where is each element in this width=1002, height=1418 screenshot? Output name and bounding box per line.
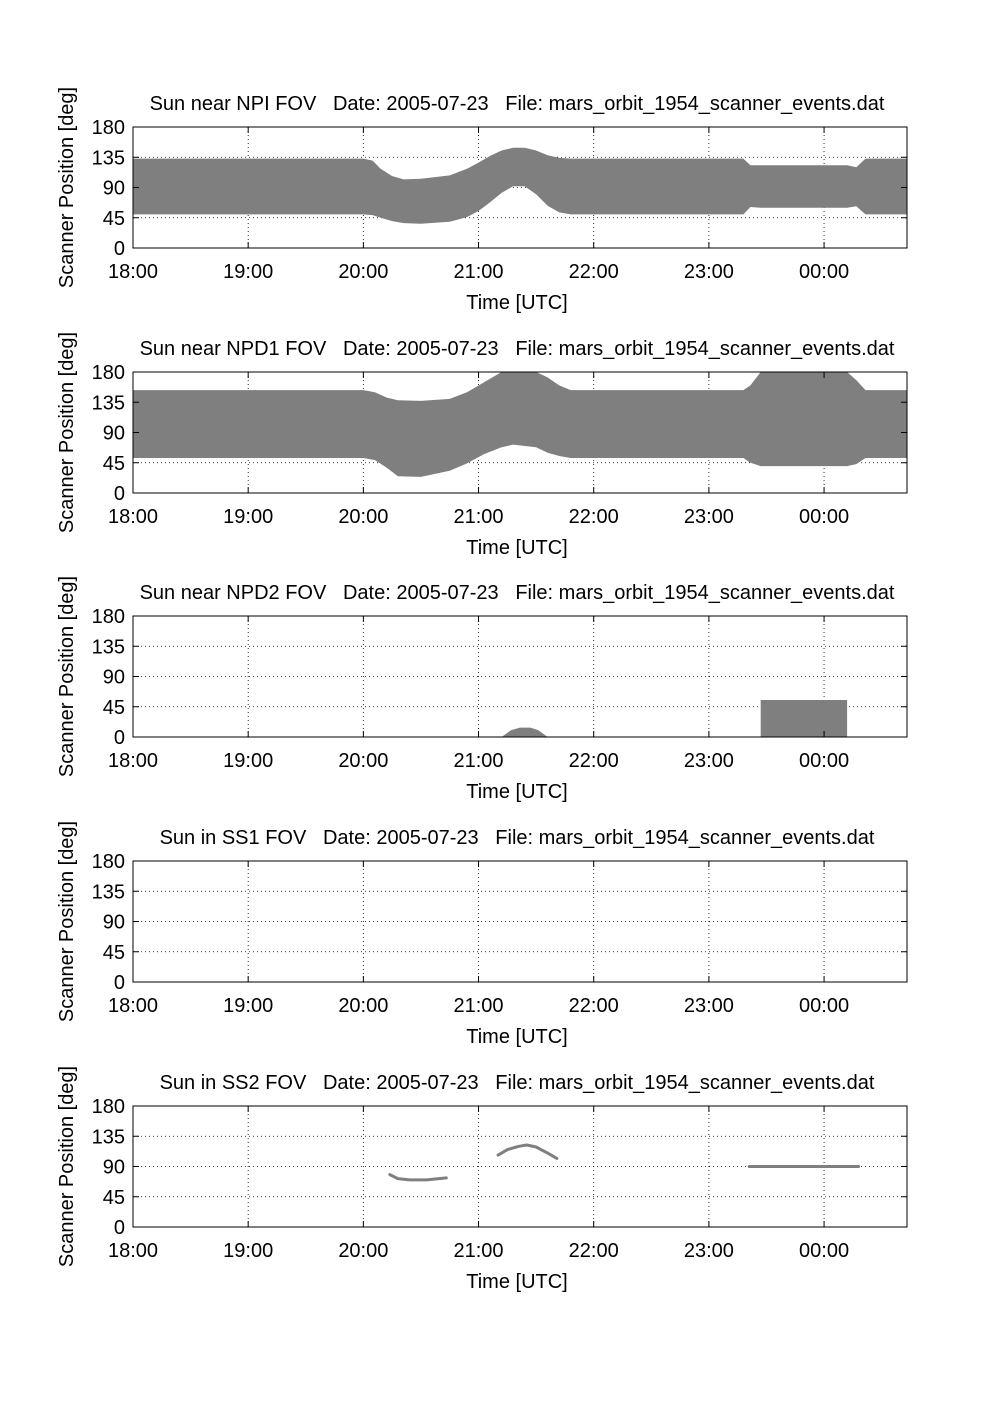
x-tick-label: 23:00 <box>684 750 734 772</box>
y-axis-label: Scanner Position [deg] <box>56 332 78 533</box>
x-axis-label: Time [UTC] <box>466 537 567 559</box>
x-tick-label: 20:00 <box>338 750 388 772</box>
x-tick-label: 18:00 <box>108 506 158 528</box>
x-axis-label: Time [UTC] <box>466 1026 567 1048</box>
x-axis-label: Time [UTC] <box>466 1271 567 1293</box>
y-axis-label: Scanner Position [deg] <box>56 87 78 288</box>
chart-panel-2: Sun near NPD1 FOV Date: 2005-07-23 File:… <box>56 332 908 559</box>
y-tick-label: 0 <box>114 1217 125 1239</box>
data-band-1 <box>133 147 907 224</box>
chart-panel-4: Sun in SS1 FOV Date: 2005-07-23 File: ma… <box>56 821 908 1048</box>
y-tick-label: 135 <box>92 1126 125 1148</box>
x-tick-label: 21:00 <box>454 506 504 528</box>
y-tick-label: 90 <box>103 1157 125 1179</box>
y-tick-label: 0 <box>114 972 125 994</box>
x-tick-label: 19:00 <box>223 506 273 528</box>
x-tick-label: 19:00 <box>223 750 273 772</box>
y-tick-label: 180 <box>92 606 125 628</box>
chart-panel-3: Sun near NPD2 FOV Date: 2005-07-23 File:… <box>56 576 908 803</box>
x-tick-label: 18:00 <box>108 261 158 283</box>
y-tick-label: 0 <box>114 727 125 749</box>
x-tick-label: 00:00 <box>799 750 849 772</box>
x-axis-label: Time [UTC] <box>466 292 567 314</box>
chart-panel-5: Sun in SS2 FOV Date: 2005-07-23 File: ma… <box>56 1066 908 1293</box>
x-tick-label: 23:00 <box>684 261 734 283</box>
x-tick-label: 21:00 <box>454 750 504 772</box>
chart-title: Sun near NPD2 FOV Date: 2005-07-23 File:… <box>140 582 895 604</box>
x-tick-label: 00:00 <box>799 995 849 1017</box>
x-tick-label: 21:00 <box>454 995 504 1017</box>
y-axis-label: Scanner Position [deg] <box>56 576 78 777</box>
y-tick-label: 45 <box>103 208 125 230</box>
x-tick-label: 22:00 <box>569 506 619 528</box>
x-tick-label: 20:00 <box>338 506 388 528</box>
x-tick-label: 21:00 <box>454 261 504 283</box>
data-band-1 <box>133 372 907 477</box>
y-tick-label: 135 <box>92 147 125 169</box>
x-tick-label: 00:00 <box>799 1240 849 1262</box>
y-tick-label: 0 <box>114 483 125 505</box>
y-tick-label: 135 <box>92 392 125 414</box>
x-tick-label: 23:00 <box>684 995 734 1017</box>
y-tick-label: 45 <box>103 697 125 719</box>
chart-title: Sun near NPD1 FOV Date: 2005-07-23 File:… <box>140 338 895 360</box>
x-tick-label: 22:00 <box>569 261 619 283</box>
x-tick-label: 19:00 <box>223 1240 273 1262</box>
chart-title: Sun near NPI FOV Date: 2005-07-23 File: … <box>150 93 885 115</box>
y-tick-label: 90 <box>103 912 125 934</box>
x-tick-label: 23:00 <box>684 506 734 528</box>
x-tick-label: 18:00 <box>108 750 158 772</box>
x-tick-label: 00:00 <box>799 261 849 283</box>
x-tick-label: 19:00 <box>223 261 273 283</box>
x-tick-label: 22:00 <box>569 1240 619 1262</box>
y-tick-label: 180 <box>92 117 125 139</box>
x-tick-label: 18:00 <box>108 995 158 1017</box>
x-tick-label: 19:00 <box>223 995 273 1017</box>
y-tick-label: 180 <box>92 851 125 873</box>
x-tick-label: 20:00 <box>338 995 388 1017</box>
data-band-2 <box>760 700 848 737</box>
y-tick-label: 90 <box>103 667 125 689</box>
y-tick-label: 45 <box>103 1187 125 1209</box>
x-tick-label: 22:00 <box>569 750 619 772</box>
y-axis-label: Scanner Position [deg] <box>56 1066 78 1267</box>
y-tick-label: 90 <box>103 423 125 445</box>
x-tick-label: 18:00 <box>108 1240 158 1262</box>
panels: Sun near NPI FOV Date: 2005-07-23 File: … <box>56 87 908 1293</box>
chart-title: Sun in SS1 FOV Date: 2005-07-23 File: ma… <box>160 827 875 849</box>
x-tick-label: 20:00 <box>338 1240 388 1262</box>
x-tick-label: 21:00 <box>454 1240 504 1262</box>
x-tick-label: 20:00 <box>338 261 388 283</box>
y-tick-label: 180 <box>92 1096 125 1118</box>
y-tick-label: 135 <box>92 881 125 903</box>
data-line-2 <box>496 1143 559 1160</box>
x-tick-label: 00:00 <box>799 506 849 528</box>
y-tick-label: 180 <box>92 362 125 384</box>
x-axis-label: Time [UTC] <box>466 781 567 803</box>
y-tick-label: 45 <box>103 942 125 964</box>
y-tick-label: 135 <box>92 636 125 658</box>
y-tick-label: 45 <box>103 453 125 475</box>
data-band-1 <box>501 727 548 737</box>
chart-title: Sun in SS2 FOV Date: 2005-07-23 File: ma… <box>160 1072 875 1094</box>
x-tick-label: 22:00 <box>569 995 619 1017</box>
y-tick-label: 90 <box>103 178 125 200</box>
chart-panel-1: Sun near NPI FOV Date: 2005-07-23 File: … <box>56 87 908 314</box>
y-tick-label: 0 <box>114 238 125 260</box>
data-line-1 <box>388 1173 448 1182</box>
y-axis-label: Scanner Position [deg] <box>56 821 78 1022</box>
x-tick-label: 23:00 <box>684 1240 734 1262</box>
